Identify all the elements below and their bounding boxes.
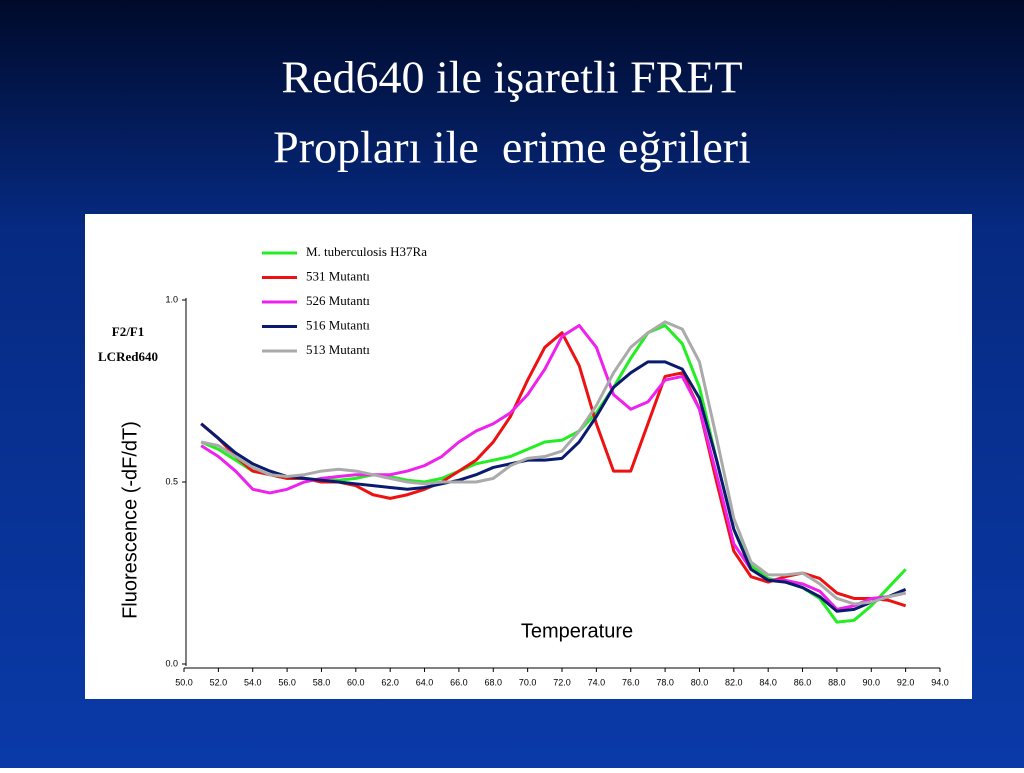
title-line: Propları ile erime eğrileri: [273, 122, 751, 173]
x-tick-label: 76.0: [622, 677, 640, 687]
y-tick-label: 1.0: [165, 294, 178, 304]
series-line: [200, 331, 907, 608]
x-tick-label: 94.0: [931, 677, 949, 687]
legend-label: M. tuberculosis H37Ra: [306, 244, 427, 259]
y-axis-label: Fluorescence (-dF/dT): [119, 421, 141, 619]
series-line: [200, 360, 907, 613]
x-tick-label: 84.0: [759, 677, 777, 687]
x-tick-label: 90.0: [863, 677, 881, 687]
y-tick-label: 0.5: [165, 476, 178, 486]
y-tick-label: 0.0: [165, 658, 178, 668]
x-tick-label: 66.0: [450, 677, 468, 687]
x-tick-label: 50.0: [175, 677, 193, 687]
x-tick-label: 72.0: [553, 677, 571, 687]
x-tick-label: 74.0: [588, 677, 606, 687]
x-tick-label: 88.0: [828, 677, 846, 687]
x-tick-label: 60.0: [347, 677, 365, 687]
legend-label: 526 Mutantı: [306, 293, 370, 308]
x-tick-label: 86.0: [794, 677, 812, 687]
x-tick-label: 80.0: [691, 677, 709, 687]
x-tick-label: 64.0: [416, 677, 434, 687]
x-tick-label: 92.0: [897, 677, 915, 687]
title-line: Red640 ile işaretli FRET: [281, 52, 742, 103]
legend-label: 513 Mutantı: [306, 342, 370, 357]
x-tick-label: 58.0: [313, 677, 331, 687]
x-tick-label: 54.0: [244, 677, 262, 687]
legend-label: 531 Mutantı: [306, 268, 370, 283]
x-tick-label: 52.0: [210, 677, 228, 687]
x-tick-label: 68.0: [485, 677, 503, 687]
x-tick-label: 78.0: [656, 677, 674, 687]
x-tick-label: 56.0: [278, 677, 296, 687]
x-tick-label: 62.0: [381, 677, 399, 687]
annotation: LCRed640: [98, 349, 158, 364]
x-tick-label: 82.0: [725, 677, 743, 687]
legend-label: 516 Mutantı: [306, 317, 370, 332]
x-tick-label: 70.0: [519, 677, 537, 687]
x-axis-label: Temperature: [521, 620, 633, 642]
annotation: F2/F1: [112, 324, 145, 339]
series-line: [200, 320, 906, 606]
